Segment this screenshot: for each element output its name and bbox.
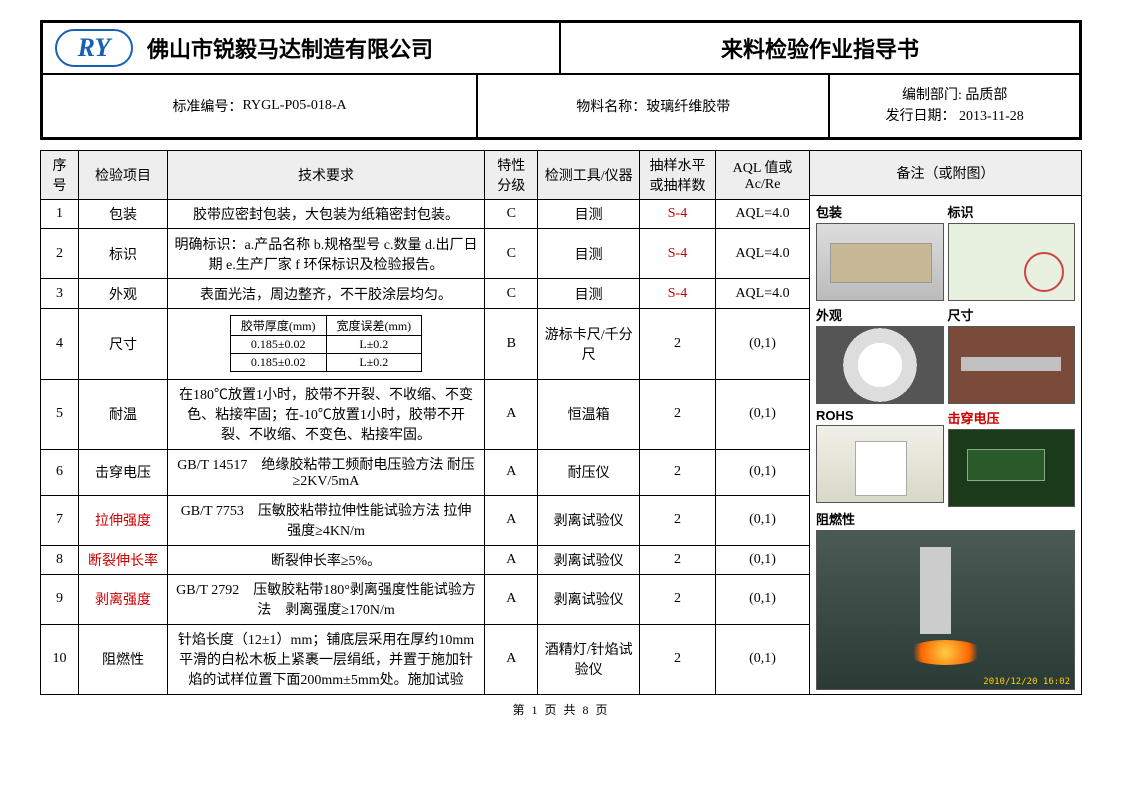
table-row: 9剥离强度GB/T 2792 压敏胶粘带180°剥离强度性能试验方法 剥离强度≥… bbox=[41, 575, 810, 625]
material-label: 物料名称： bbox=[576, 96, 646, 116]
photo-rohs bbox=[816, 425, 944, 503]
photo-label-packaging: 包装 bbox=[816, 202, 944, 221]
photo-label-flame: 阻燃性 bbox=[816, 509, 1075, 528]
material-value: 玻璃纤维胶带 bbox=[646, 96, 730, 116]
table-row: 2标识明确标识：a.产品名称 b.规格型号 c.数量 d.出厂日期 e.生产厂家… bbox=[41, 229, 810, 279]
photo-dimension bbox=[948, 326, 1076, 404]
document-title: 来料检验作业指导书 bbox=[721, 32, 919, 64]
th-item: 检验项目 bbox=[79, 151, 168, 200]
photo-label-marking: 标识 bbox=[948, 202, 1076, 221]
logo-badge: RY bbox=[55, 29, 133, 67]
photo-voltage bbox=[948, 429, 1076, 507]
issue-label: 发行日期： bbox=[886, 109, 956, 124]
table-row: 1包装胶带应密封包装，大包装为纸箱密封包装。C目测S-4AQL=4.0 bbox=[41, 200, 810, 229]
th-notes: 备注（或附图） bbox=[810, 151, 1081, 196]
th-aql: AQL 值或 Ac/Re bbox=[716, 151, 810, 200]
th-idx: 序号 bbox=[41, 151, 79, 200]
logo-text: RY bbox=[78, 33, 111, 63]
inspection-table: 序号 检验项目 技术要求 特性分级 检测工具/仪器 抽样水平或抽样数 AQL 值… bbox=[40, 150, 810, 695]
table-row: 5耐温在180℃放置1小时，胶带不开裂、不收缩、不变色、粘接牢固；在-10℃放置… bbox=[41, 379, 810, 449]
std-no-label: 标准编号： bbox=[172, 96, 242, 116]
th-req: 技术要求 bbox=[167, 151, 484, 200]
table-row: 4尺寸胶带厚度(mm)宽度误差(mm)0.185±0.02L±0.20.185±… bbox=[41, 308, 810, 379]
notes-panel: 备注（或附图） 包装 标识 外观 尺寸 bbox=[810, 150, 1082, 695]
page-footer: 第 1 页 共 8 页 bbox=[40, 701, 1082, 718]
table-row: 3外观表面光洁，周边整齐，不干胶涂层均匀。C目测S-4AQL=4.0 bbox=[41, 279, 810, 308]
photo-marking bbox=[948, 223, 1076, 301]
photo-packaging bbox=[816, 223, 944, 301]
table-row: 10阻燃性针焰长度（12±1）mm；铺底层采用在厚约10mm平滑的白松木板上紧裹… bbox=[41, 624, 810, 694]
th-grade: 特性分级 bbox=[485, 151, 538, 200]
std-no-value: RYGL-P05-018-A bbox=[242, 98, 346, 114]
dimension-sub-table: 胶带厚度(mm)宽度误差(mm)0.185±0.02L±0.20.185±0.0… bbox=[230, 315, 422, 372]
table-row: 6击穿电压GB/T 14517 绝缘胶粘带工频耐电压验方法 耐压≥2KV/5mA… bbox=[41, 450, 810, 496]
table-row: 8断裂伸长率断裂伸长率≥5%。A剥离试验仪2(0,1) bbox=[41, 545, 810, 574]
photo-flame: 2010/12/20 16:02 bbox=[816, 530, 1075, 690]
photo-timestamp: 2010/12/20 16:02 bbox=[983, 677, 1070, 687]
photo-label-voltage: 击穿电压 bbox=[948, 408, 1076, 427]
th-sample: 抽样水平或抽样数 bbox=[639, 151, 715, 200]
dept-label: 编制部门: bbox=[902, 88, 962, 103]
company-name: 佛山市锐毅马达制造有限公司 bbox=[147, 32, 433, 64]
photo-label-appearance: 外观 bbox=[816, 305, 944, 324]
photo-label-dimension: 尺寸 bbox=[948, 305, 1076, 324]
dept-value: 品质部 bbox=[965, 88, 1007, 103]
photo-appearance bbox=[816, 326, 944, 404]
document-header: RY 佛山市锐毅马达制造有限公司 来料检验作业指导书 标准编号： RYGL-P0… bbox=[40, 20, 1082, 140]
photo-label-rohs: ROHS bbox=[816, 408, 944, 423]
issue-date: 2013-11-28 bbox=[959, 109, 1024, 124]
table-row: 7拉伸强度GB/T 7753 压敏胶粘带拉伸性能试验方法 拉伸强度≥4KN/mA… bbox=[41, 495, 810, 545]
th-tool: 检测工具/仪器 bbox=[538, 151, 640, 200]
